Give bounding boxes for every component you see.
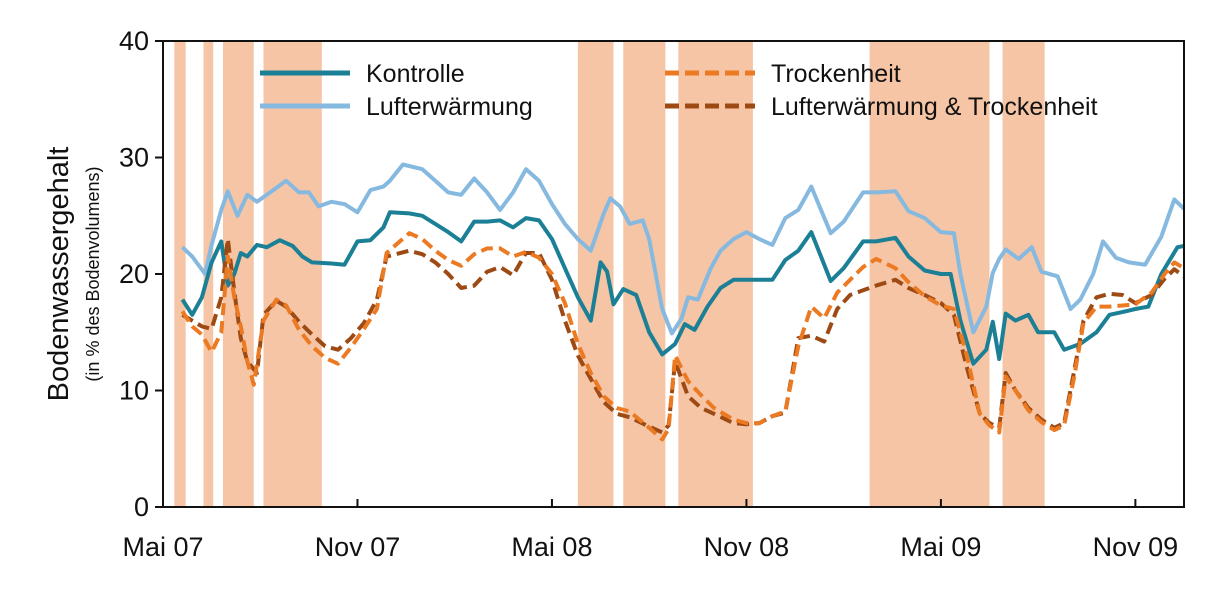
- drought-period-3: [263, 41, 322, 507]
- x-tick-label: Mai 08: [511, 532, 592, 562]
- y-tick-label: 20: [119, 259, 149, 289]
- series-layer: [180, 162, 1186, 442]
- x-tick-label: Mai 09: [900, 532, 981, 562]
- x-tick-label: Nov 07: [315, 532, 401, 562]
- y-tick-label: 10: [119, 376, 149, 406]
- legend-label: Kontrolle: [366, 60, 465, 88]
- y-axis-title-sub: (in % des Bodenvolumens): [83, 166, 103, 381]
- legend-label: Trockenheit: [771, 60, 901, 88]
- drought-period-6: [678, 41, 753, 507]
- drought-period-0: [174, 41, 186, 507]
- x-tick-label: Mai 07: [122, 532, 203, 562]
- axes-layer: 0 10 20 30 40 Mai 07 Nov 07 Mai 08 Nov 08 Mai 09 N…: [119, 26, 1185, 562]
- drought-period-7: [869, 41, 990, 507]
- y-axis-title: Bodenwassergehalt (in % des Bodenvolumens…: [43, 147, 103, 402]
- series-line-kontrolle: [180, 210, 1185, 366]
- legend-label: Lufterwärmung & Trockenheit: [771, 93, 1098, 121]
- x-tick-label: Nov 08: [704, 532, 790, 562]
- y-tick-label: 0: [134, 492, 149, 522]
- drought-period-8: [1002, 41, 1045, 507]
- legend-label: Lufterwärmung: [366, 93, 533, 121]
- y-tick-label: 30: [119, 143, 149, 173]
- series-line-trockenheit: [180, 231, 1186, 442]
- x-tick-label: Nov 09: [1093, 532, 1179, 562]
- series-line-lufterwärmung: [181, 162, 1186, 336]
- drought-period-5: [623, 41, 666, 507]
- y-axis-title-main: Bodenwassergehalt: [43, 147, 75, 402]
- y-tick-label: 40: [119, 26, 149, 56]
- legend: Kontrolle Lufterwärmung Trockenheit Lufterw…: [260, 60, 1098, 121]
